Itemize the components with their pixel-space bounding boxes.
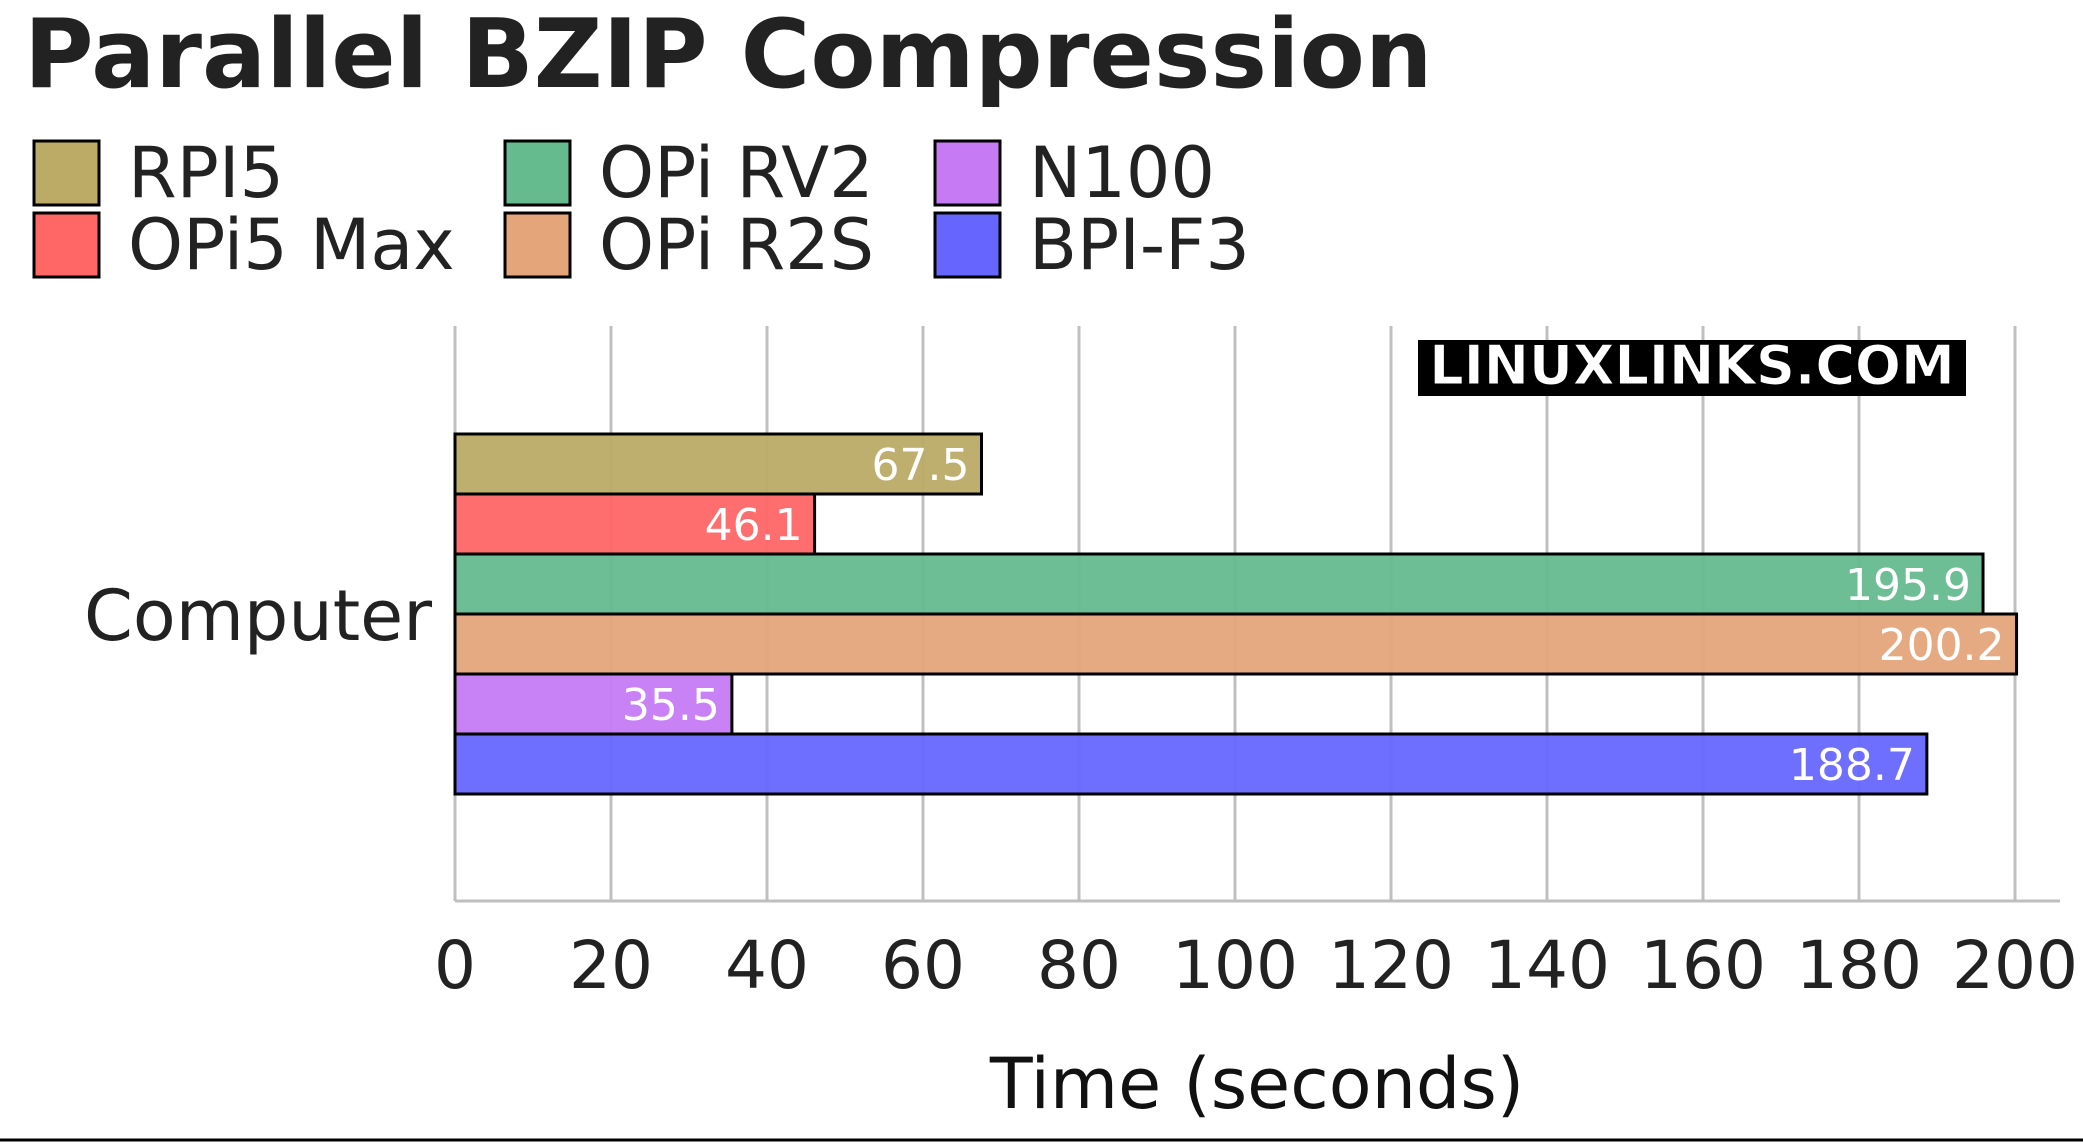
bar (453, 612, 2019, 676)
legend-label: OPi5 Max (128, 204, 455, 286)
x-tick-label: 20 (569, 927, 653, 1004)
legend-label: OPi RV2 (599, 132, 874, 214)
bar (453, 732, 1929, 796)
legend-label: BPI-F3 (1029, 204, 1250, 286)
watermark-text: LINUXLINKS.COM (1429, 334, 1954, 397)
x-tick-label: 180 (1796, 927, 1922, 1004)
bar-value-label: 67.5 (872, 440, 970, 491)
x-axis-label: Time (seconds) (989, 1043, 1524, 1125)
bar (453, 492, 817, 556)
bar-value-label: 188.7 (1789, 740, 1915, 791)
legend-label: OPi R2S (599, 204, 874, 286)
legend-swatch (503, 139, 572, 207)
x-tick-label: 200 (1952, 927, 2078, 1004)
legend-swatch (32, 211, 101, 279)
legend-label: RPI5 (128, 132, 284, 214)
x-tick-label: 120 (1328, 927, 1454, 1004)
watermark: LINUXLINKS.COM (1418, 334, 1966, 398)
bar-value-label: 35.5 (622, 680, 720, 731)
bar-value-label: 200.2 (1879, 620, 2005, 671)
legend: RPI5 OPi RV2 N100 OPi5 Max OPi R2S BPI-F3 (32, 132, 1250, 286)
x-tick-label: 80 (1037, 927, 1121, 1004)
bar-value-label: 195.9 (1845, 560, 1971, 611)
chart-title: Parallel BZIP Compression (24, 0, 1433, 110)
bar-value-label: 46.1 (705, 500, 803, 551)
bar (453, 432, 983, 496)
x-tick-label: 40 (725, 927, 809, 1004)
x-tick-label: 60 (881, 927, 965, 1004)
category-label: Computer (84, 575, 432, 657)
x-tick-label: 0 (434, 927, 476, 1004)
legend-swatch (933, 139, 1002, 207)
legend-swatch (32, 139, 101, 207)
x-tick-label: 140 (1484, 927, 1610, 1004)
legend-swatch (933, 211, 1002, 279)
bar (453, 552, 1985, 616)
watermark-background (1418, 340, 1966, 396)
bars: 67.5 46.1 195.9 200.2 35.5 188.7 (453, 432, 2019, 796)
x-axis: 0 20 40 60 80 100 120 140 160 180 200 (434, 899, 2078, 1004)
x-tick-label: 160 (1640, 927, 1766, 1004)
legend-swatch (503, 211, 572, 279)
legend-label: N100 (1029, 132, 1215, 214)
x-tick-label: 100 (1172, 927, 1298, 1004)
